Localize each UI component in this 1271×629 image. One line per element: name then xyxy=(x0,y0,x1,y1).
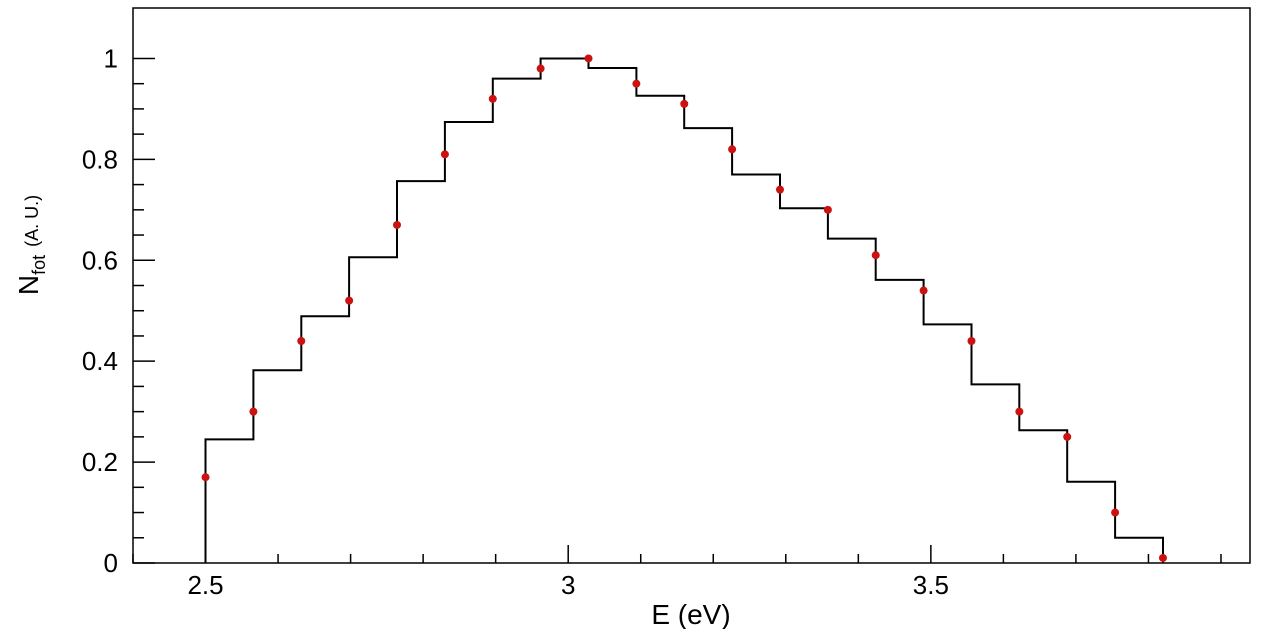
y-tick-label: 0 xyxy=(104,548,118,578)
data-point xyxy=(536,64,545,73)
y-tick-label: 0.6 xyxy=(82,245,118,275)
x-tick-label: 3.5 xyxy=(913,570,949,600)
axis-ticks xyxy=(132,57,1222,564)
y-axis-title-subscript: fot xyxy=(29,255,49,275)
series-points xyxy=(201,54,1167,562)
data-point xyxy=(345,296,354,305)
data-point xyxy=(488,94,497,103)
data-point xyxy=(1015,407,1024,416)
data-point xyxy=(393,220,402,229)
x-tick-label: 3 xyxy=(561,570,575,600)
y-axis-title: Nfot (A. U.) xyxy=(13,195,49,295)
data-point xyxy=(1111,508,1120,517)
histogram-line xyxy=(204,57,1164,563)
data-point xyxy=(775,185,784,194)
data-point xyxy=(919,286,928,295)
data-point xyxy=(1158,553,1167,562)
data-point xyxy=(201,473,210,482)
data-point xyxy=(249,407,258,416)
x-tick-label: 2.5 xyxy=(187,570,223,600)
series-histogram xyxy=(204,57,1164,563)
y-axis-title-main: N xyxy=(13,275,44,295)
svg-text:Nfot(A. U.): Nfot (A. U.) xyxy=(13,195,49,295)
data-point xyxy=(823,205,832,214)
y-tick-label: 1 xyxy=(104,43,118,73)
plot-frame xyxy=(132,7,1251,564)
y-tick-labels: 0 0.2 0.4 0.6 0.8 1 xyxy=(82,43,118,578)
data-point xyxy=(632,79,641,88)
data-point xyxy=(728,145,737,154)
y-tick-label: 0.2 xyxy=(82,447,118,477)
y-tick-label: 0.4 xyxy=(82,346,118,376)
plot-border xyxy=(132,7,1251,564)
data-point xyxy=(297,337,306,345)
x-axis-title: E (eV) xyxy=(651,599,730,629)
data-point xyxy=(440,150,449,159)
x-tick-labels: 2.5 3 3.5 xyxy=(187,570,948,600)
data-point xyxy=(967,337,976,345)
data-point xyxy=(584,54,593,63)
y-axis-title-unit: (A. U.) xyxy=(22,195,42,247)
data-point xyxy=(1063,432,1072,441)
data-point xyxy=(871,251,880,260)
y-tick-label: 0.8 xyxy=(82,144,118,174)
data-point xyxy=(680,99,689,108)
